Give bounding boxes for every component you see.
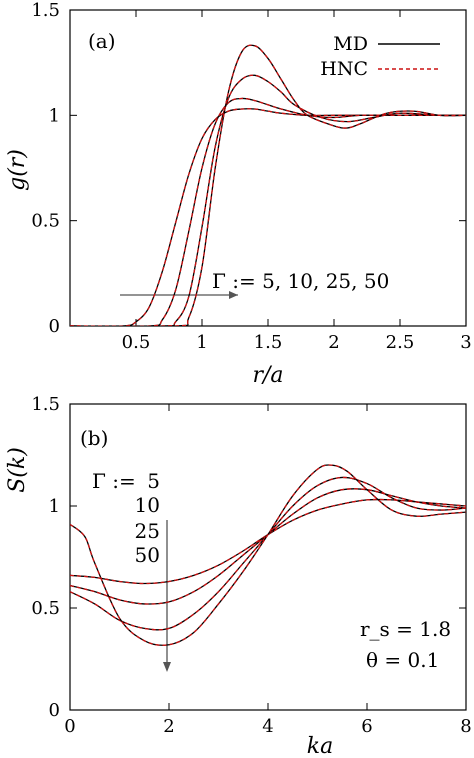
x-tick-label: 2 <box>328 332 339 353</box>
panel-b-gamma-arrowhead <box>163 662 171 672</box>
panel-a-ylabel: g(r) <box>5 149 30 191</box>
legend-md-label: MD <box>333 33 368 55</box>
y-tick-label: 0.5 <box>31 211 60 232</box>
gamma-label-10: 10 <box>135 493 160 517</box>
hnc-line-gamma-10 <box>70 488 466 605</box>
panel-a-g-of-r: (a) r/a g(r) MD HNC Γ := 5, 10, 25, 50 0… <box>5 0 472 388</box>
x-tick-label: 8 <box>460 716 471 737</box>
x-tick-label: 0.5 <box>122 332 151 353</box>
y-tick-label: 0 <box>49 700 60 721</box>
gamma-label-prefix: Γ := <box>92 469 136 493</box>
y-tick-label: 1 <box>49 496 60 517</box>
panel-b-label: (b) <box>80 426 108 450</box>
gamma-label-50: 50 <box>135 543 160 567</box>
panel-a-gamma-arrowhead <box>229 291 238 299</box>
gamma-label-5: 5 <box>147 469 160 493</box>
x-tick-label: 1 <box>196 332 207 353</box>
panel-a-label: (a) <box>88 29 116 53</box>
y-tick-label: 1.5 <box>31 0 60 21</box>
x-tick-label: 2 <box>163 716 174 737</box>
hnc-line-gamma-50 <box>70 44 466 326</box>
md-line-gamma-25 <box>70 476 466 631</box>
hnc-line-gamma-50 <box>70 464 466 646</box>
x-tick-label: 6 <box>361 716 372 737</box>
series-group <box>70 44 466 326</box>
md-line-gamma-5 <box>70 498 466 585</box>
x-tick-label: 1.5 <box>254 332 283 353</box>
md-line-gamma-5 <box>70 108 466 326</box>
hnc-line-gamma-5 <box>70 498 466 585</box>
y-tick-label: 0 <box>49 316 60 337</box>
panel-a-xlabel: r/a <box>252 363 283 388</box>
panel-b-s-of-k: (b) ka S(k) Γ := 5 10 25 50 r_s = 1.8 θ … <box>5 394 472 758</box>
panel-a-legend: MD HNC <box>320 33 440 80</box>
hnc-line-gamma-10 <box>70 97 466 326</box>
panel-b-xlabel: ka <box>307 734 333 758</box>
hnc-line-gamma-25 <box>70 476 466 631</box>
x-tick-label: 2.5 <box>386 332 415 353</box>
x-tick-label: 0 <box>64 716 75 737</box>
theta-annotation: θ = 0.1 <box>366 648 439 672</box>
y-tick-label: 1 <box>49 105 60 126</box>
x-tick-label: 3 <box>460 332 471 353</box>
rs-annotation: r_s = 1.8 <box>360 617 451 641</box>
y-tick-label: 0.5 <box>31 598 60 619</box>
legend-hnc-label: HNC <box>320 58 368 80</box>
md-line-gamma-10 <box>70 488 466 605</box>
hnc-line-gamma-25 <box>70 74 466 326</box>
panel-a-gamma-annotation: Γ := 5, 10, 25, 50 <box>212 269 389 293</box>
panel-b-ylabel: S(k) <box>5 447 30 493</box>
y-tick-label: 1.5 <box>31 394 60 415</box>
hnc-line-gamma-5 <box>70 108 466 326</box>
series-group <box>70 464 466 646</box>
x-tick-label: 4 <box>262 716 273 737</box>
gamma-label-25: 25 <box>135 519 160 543</box>
